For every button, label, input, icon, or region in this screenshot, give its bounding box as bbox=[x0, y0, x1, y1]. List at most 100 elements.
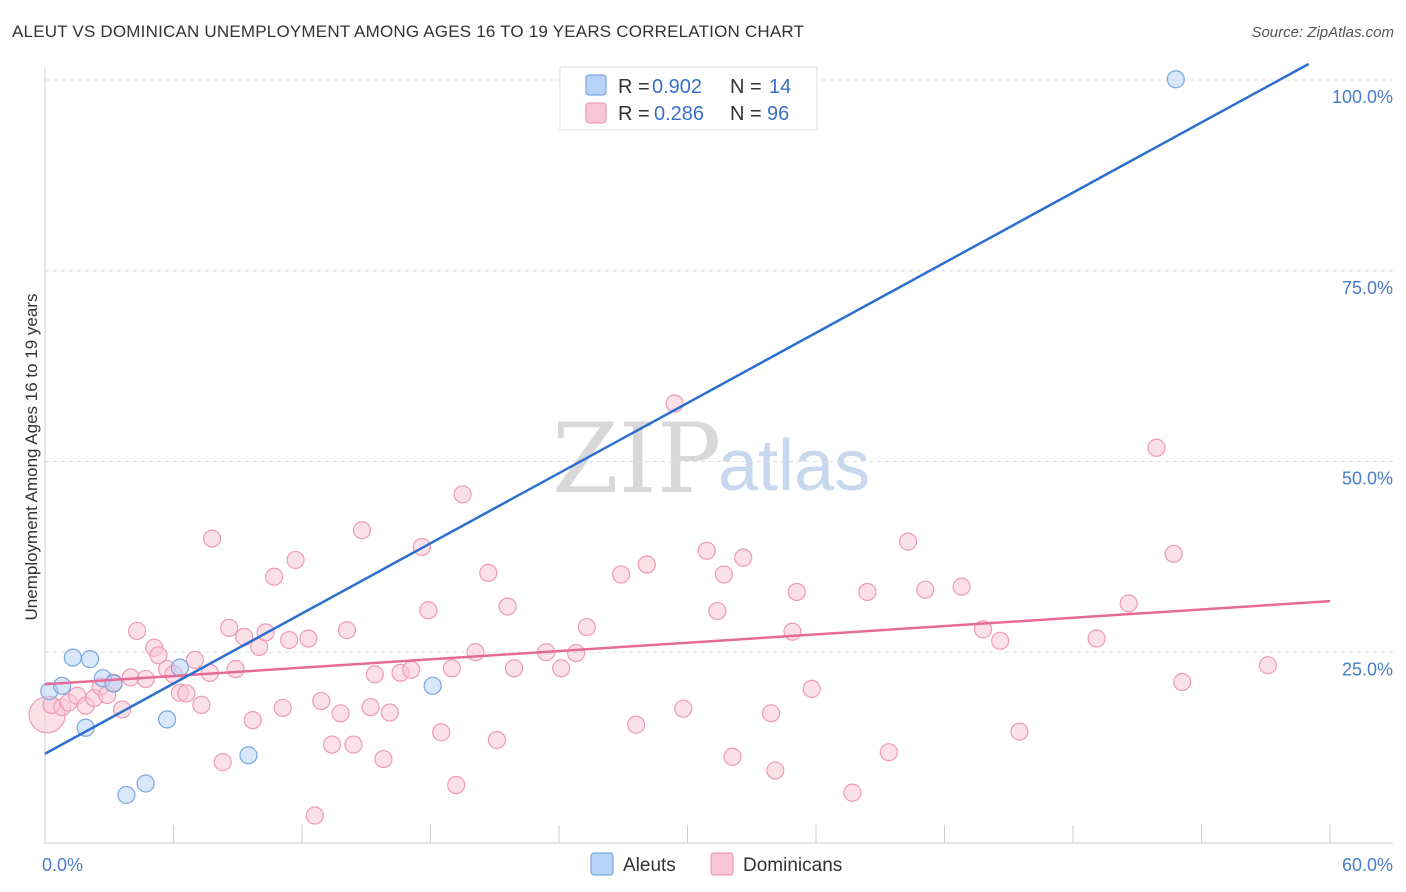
legend-r-value-aleuts: 0.902 bbox=[652, 76, 702, 98]
legend-swatch-dominicans bbox=[585, 102, 607, 124]
dominican-point bbox=[177, 684, 196, 703]
dominican-point bbox=[337, 621, 357, 640]
dominican-point bbox=[442, 659, 462, 678]
y-tick-label-2: 50.0% bbox=[1342, 469, 1393, 489]
x-tick-label-min: 0.0% bbox=[42, 855, 83, 875]
aleut-point bbox=[104, 674, 123, 693]
aleut-point bbox=[157, 710, 177, 729]
legend-n-value-dominicans: 96 bbox=[767, 103, 789, 125]
dominican-point bbox=[577, 617, 596, 637]
dominican-point bbox=[453, 485, 472, 504]
dominican-point bbox=[243, 711, 262, 730]
legend-n-value-aleuts: 14 bbox=[769, 76, 791, 98]
aleut-point bbox=[136, 774, 155, 793]
dominican-point bbox=[858, 582, 877, 602]
dominican-point bbox=[273, 698, 292, 718]
dominican-point bbox=[402, 660, 421, 679]
aleut-point bbox=[239, 746, 258, 765]
dominican-point bbox=[674, 699, 693, 718]
dominican-point bbox=[626, 715, 646, 734]
aleut-point bbox=[1166, 70, 1185, 89]
legend-r-label-aleuts: R = bbox=[618, 76, 650, 98]
dominican-point bbox=[1164, 544, 1183, 563]
dominican-point bbox=[1173, 672, 1192, 692]
bottom-legend-label-dominicans: Dominicans bbox=[743, 855, 842, 876]
dominican-point bbox=[312, 691, 331, 711]
aleut-point bbox=[117, 785, 136, 805]
dominican-point bbox=[127, 621, 147, 640]
dominican-point bbox=[1087, 629, 1106, 648]
dominican-point bbox=[299, 629, 318, 648]
watermark: ZIP atlas bbox=[552, 403, 870, 515]
dominican-point bbox=[419, 601, 438, 620]
dominican-point bbox=[761, 704, 781, 723]
legend-box: R = 0.902 N = 14 R = 0.286 N = 96 bbox=[559, 66, 818, 131]
dominican-point bbox=[213, 753, 232, 772]
dominican-point bbox=[220, 618, 239, 637]
aleut-point bbox=[80, 650, 100, 669]
trend-line-aleuts bbox=[44, 62, 1310, 755]
dominican-point bbox=[344, 735, 363, 754]
dominican-point bbox=[487, 730, 506, 750]
bottom-legend-swatch-aleuts bbox=[590, 852, 614, 876]
dominican-point bbox=[361, 698, 380, 717]
dominican-point bbox=[843, 783, 862, 802]
dominican-point bbox=[365, 665, 384, 684]
trend-lines bbox=[44, 62, 1331, 755]
dominican-point bbox=[714, 565, 734, 584]
dominican-point bbox=[479, 563, 498, 582]
dominican-point bbox=[432, 723, 451, 742]
dominican-point bbox=[637, 555, 656, 574]
y-axis-title: Unemployment Among Ages 16 to 19 years bbox=[22, 294, 41, 621]
aleut-point bbox=[53, 676, 72, 695]
dominican-point bbox=[879, 743, 898, 762]
aleut-point bbox=[423, 676, 442, 695]
y-tick-labels: 100.0% 75.0% 50.0% 25.0% bbox=[1332, 87, 1393, 679]
legend-swatch-aleuts bbox=[585, 74, 607, 96]
legend-r-label-dominicans: R = bbox=[618, 103, 650, 125]
dominican-point bbox=[185, 650, 205, 669]
dominican-point bbox=[149, 646, 168, 665]
watermark-atlas: atlas bbox=[718, 426, 870, 506]
chart-title: ALEUT VS DOMINICAN UNEMPLOYMENT AMONG AG… bbox=[12, 22, 805, 41]
dominican-point bbox=[708, 601, 727, 621]
series-aleuts bbox=[40, 70, 1185, 805]
dominican-point bbox=[567, 643, 586, 663]
dominican-point bbox=[1119, 594, 1138, 613]
trend-line-dominicans bbox=[44, 599, 1331, 686]
dominican-point bbox=[1258, 656, 1277, 675]
dominican-point bbox=[380, 703, 399, 722]
dominican-point bbox=[226, 659, 245, 679]
source-label: Source: ZipAtlas.com bbox=[1251, 24, 1394, 41]
dominican-point bbox=[466, 643, 485, 662]
dominican-point bbox=[723, 747, 742, 766]
dominican-point bbox=[916, 580, 935, 599]
dominican-point bbox=[286, 550, 305, 570]
gridlines bbox=[45, 79, 1393, 653]
dominican-point bbox=[265, 567, 284, 586]
watermark-zip: ZIP bbox=[552, 403, 721, 515]
dominican-point bbox=[734, 548, 753, 567]
dominican-point bbox=[552, 659, 571, 678]
dominican-point bbox=[612, 565, 631, 584]
dominican-point bbox=[374, 749, 393, 769]
y-tick-label-1: 75.0% bbox=[1342, 278, 1393, 298]
dominican-point bbox=[991, 631, 1010, 650]
x-ticks bbox=[44, 825, 1331, 843]
bottom-legend-label-aleuts: Aleuts bbox=[623, 855, 676, 876]
dominican-point bbox=[898, 532, 918, 551]
dominican-point bbox=[498, 597, 517, 616]
dominican-point bbox=[447, 775, 466, 795]
x-tick-label-max: 60.0% bbox=[1342, 855, 1393, 875]
dominican-point bbox=[305, 806, 324, 825]
dominican-point bbox=[331, 704, 350, 723]
dominican-point bbox=[352, 521, 372, 540]
dominican-point bbox=[280, 630, 299, 650]
dominican-point bbox=[766, 761, 785, 780]
y-tick-label-3: 25.0% bbox=[1342, 659, 1393, 679]
dominican-point bbox=[783, 622, 802, 641]
legend-n-label-dominicans: N = bbox=[730, 103, 762, 125]
bottom-legend-swatch-dominicans bbox=[710, 852, 734, 876]
dominican-point bbox=[1010, 722, 1029, 741]
